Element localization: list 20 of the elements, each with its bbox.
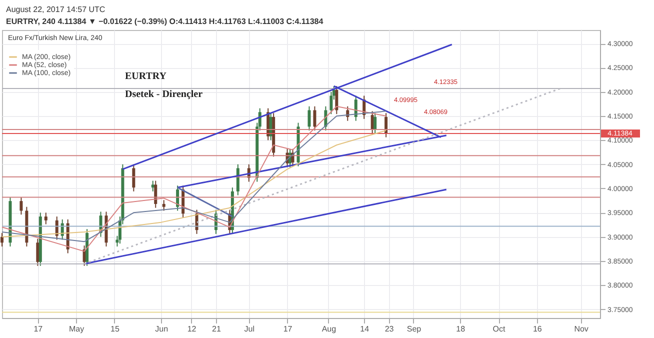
x-tick-label: 15 bbox=[110, 324, 120, 334]
text: August 22, 2017 14:57 UTC bbox=[6, 5, 106, 14]
text: EURTRY, 240 4.11384 ▼ −0.01622 (−0.39%) O:4.11413 H:4.11763 L:4.11003 C:4.11384 bbox=[6, 17, 324, 26]
x-tick-label: 21 bbox=[212, 324, 222, 334]
x-tick-label: May bbox=[69, 324, 84, 334]
x-tick-label: 16 bbox=[532, 324, 542, 334]
x-tick-label: 14 bbox=[360, 324, 370, 334]
x-tick-label: Sep bbox=[406, 324, 422, 334]
x-tick-label: 17 bbox=[34, 324, 44, 334]
x-tick-label: Jun bbox=[155, 324, 168, 334]
x-tick-label: Nov bbox=[574, 324, 588, 334]
x-tick-label: 17 bbox=[283, 324, 293, 334]
x-tick-label: 18 bbox=[456, 324, 466, 334]
text: Dsetek - Dirençler bbox=[125, 89, 204, 100]
text: EURTRY bbox=[125, 71, 168, 82]
x-tick-label: Jul bbox=[244, 324, 255, 334]
x-tick-label: 12 bbox=[187, 324, 197, 334]
x-tick-label: 23 bbox=[384, 324, 394, 334]
x-tick-label: Oct bbox=[492, 324, 506, 334]
x-tick-label: Aug bbox=[322, 324, 336, 334]
